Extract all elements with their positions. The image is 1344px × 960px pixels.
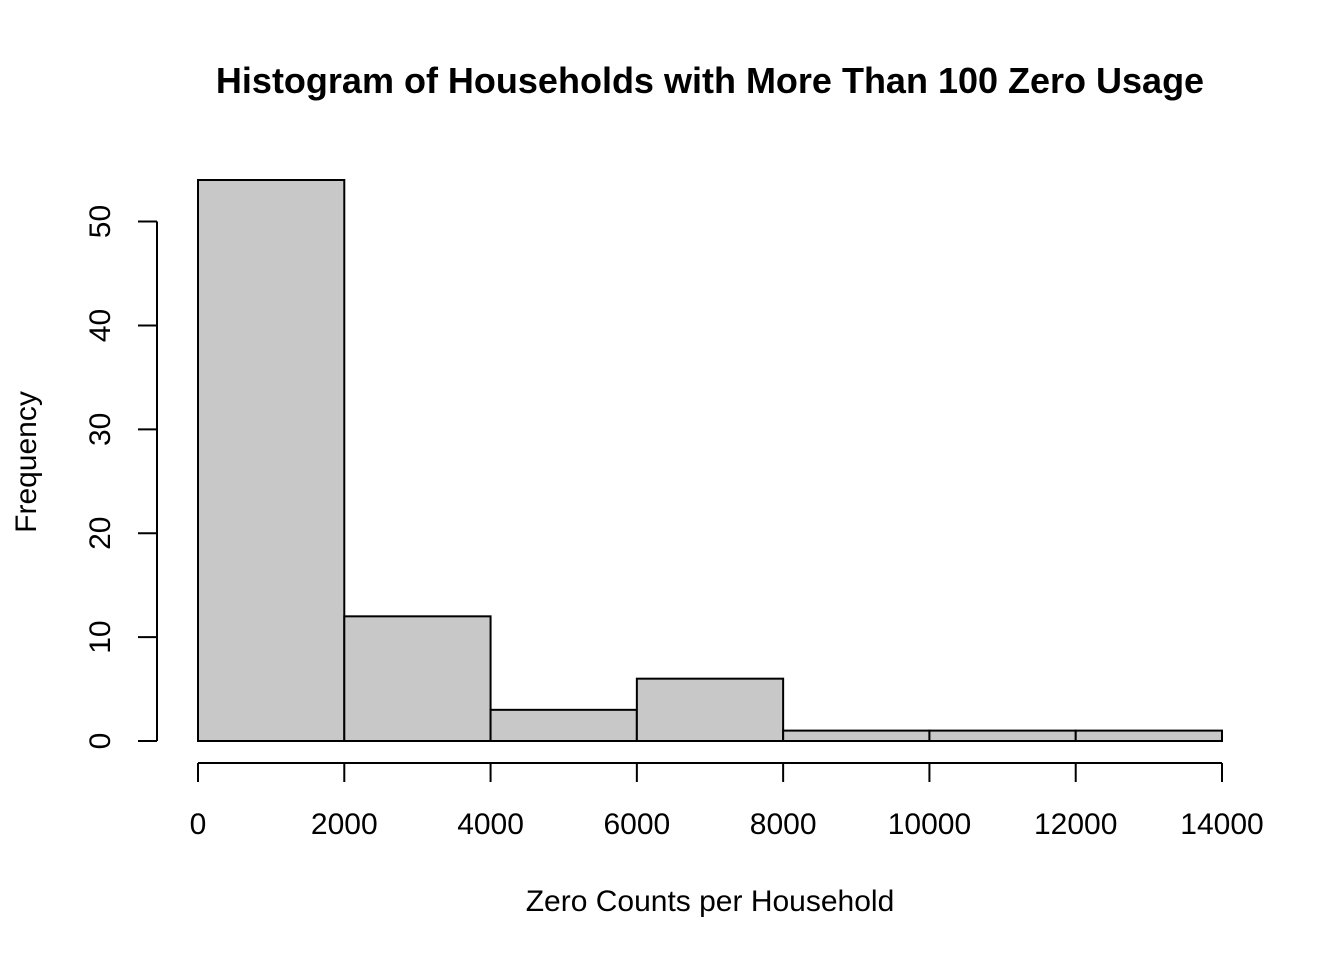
histogram-bar (928, 729, 1077, 742)
histogram-bar (1074, 729, 1223, 742)
x-tick-label: 4000 (457, 808, 524, 841)
x-tick-label: 2000 (311, 808, 378, 841)
y-tick-label: 10 (84, 620, 117, 653)
y-axis: 0 10 20 30 40 50 (84, 205, 158, 750)
histogram-bar (782, 729, 931, 742)
x-axis: 0 2000 4000 6000 8000 10000 12000 14000 (190, 762, 1264, 841)
histogram-bar (197, 179, 346, 742)
y-tick-label: 40 (84, 309, 117, 342)
x-tick-label: 6000 (603, 808, 670, 841)
x-tick-label: 14000 (1180, 808, 1263, 841)
y-axis-label: Frequency (10, 391, 43, 533)
y-tick-label: 0 (84, 733, 117, 750)
y-tick-label: 20 (84, 517, 117, 550)
x-tick-label: 10000 (888, 808, 971, 841)
chart-title: Histogram of Households with More Than 1… (216, 60, 1204, 101)
histogram-bar (489, 708, 638, 742)
y-tick-label: 50 (84, 205, 117, 238)
histogram-bars (197, 179, 1223, 743)
x-tick-label: 12000 (1034, 808, 1117, 841)
y-tick-label: 30 (84, 413, 117, 446)
histogram-bar (635, 677, 785, 743)
x-axis-label: Zero Counts per Household (526, 885, 895, 918)
x-tick-label: 0 (190, 808, 207, 841)
x-tick-label: 8000 (750, 808, 817, 841)
histogram-bar (343, 615, 492, 742)
